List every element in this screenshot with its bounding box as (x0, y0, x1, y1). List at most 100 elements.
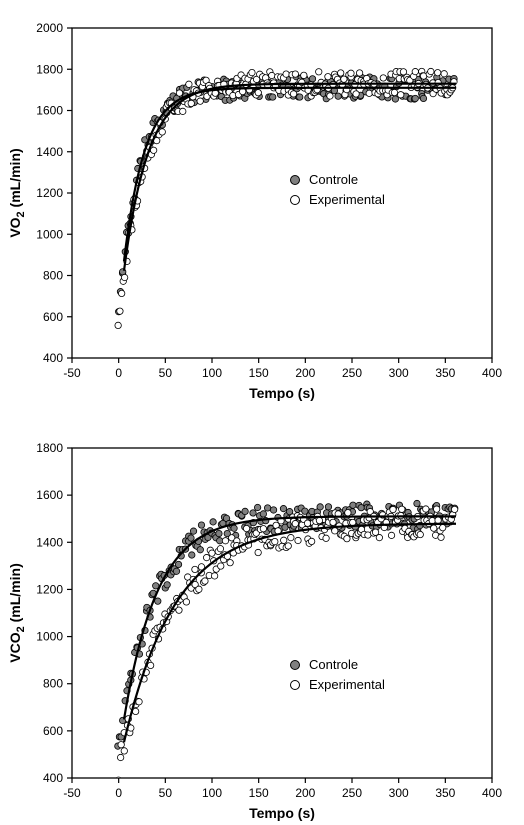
data-point (250, 510, 256, 516)
data-point (164, 582, 170, 588)
data-point (180, 108, 186, 114)
data-point (255, 89, 261, 95)
data-point (260, 511, 266, 517)
data-point (283, 71, 289, 77)
data-point (330, 519, 336, 525)
panel-vo2: -500501001502002503003504004006008001000… (0, 0, 524, 405)
data-point (295, 537, 301, 543)
data-point (155, 598, 161, 604)
x-tick-label: -50 (63, 366, 81, 380)
data-point (117, 754, 123, 760)
y-tick-label: 2000 (36, 21, 63, 35)
data-point (117, 308, 123, 314)
y-tick-label: 600 (43, 310, 63, 324)
data-point (366, 90, 372, 96)
data-point (435, 517, 441, 523)
data-point (356, 70, 362, 76)
data-point (264, 505, 270, 511)
data-point (270, 507, 276, 513)
data-point (316, 69, 322, 75)
data-points-group (115, 68, 457, 328)
data-point (173, 568, 179, 574)
legend-label: Controle (309, 657, 358, 672)
data-point (399, 506, 405, 512)
x-tick-label: 0 (115, 366, 122, 380)
data-point (292, 520, 298, 526)
data-point (218, 563, 224, 569)
data-point (209, 550, 215, 556)
y-tick-label: 400 (43, 771, 63, 785)
data-point (431, 525, 437, 531)
y-tick-label: 1400 (36, 535, 63, 549)
data-point (358, 504, 364, 510)
data-point (420, 95, 426, 101)
data-point (348, 70, 354, 76)
data-point (423, 506, 429, 512)
y-tick-label: 1200 (36, 582, 63, 596)
legend-label: Experimental (309, 677, 385, 692)
fit-curve (124, 524, 456, 742)
data-point (188, 100, 194, 106)
data-point (249, 69, 255, 75)
data-point (412, 95, 418, 101)
data-point (186, 81, 192, 87)
data-point (159, 129, 165, 135)
data-point (242, 508, 248, 514)
data-point (325, 73, 331, 79)
data-point (414, 500, 420, 506)
data-point (398, 92, 404, 98)
data-point (121, 748, 127, 754)
data-point (451, 506, 457, 512)
data-point (190, 528, 196, 534)
plot-frame (72, 448, 492, 778)
data-point (309, 76, 315, 82)
data-point (118, 290, 124, 296)
data-point (183, 599, 189, 605)
legend-marker (291, 196, 300, 205)
data-point (202, 578, 208, 584)
x-axis-label: Tempo (s) (249, 805, 315, 821)
x-tick-label: 350 (435, 786, 455, 800)
data-point (147, 662, 153, 668)
y-tick-label: 800 (43, 269, 63, 283)
data-point (439, 524, 445, 530)
data-point (281, 537, 287, 543)
data-points-group (115, 500, 458, 783)
data-point (297, 94, 303, 100)
data-point (280, 505, 286, 511)
data-point (243, 525, 249, 531)
panel-vco2: -500501001502002503003504004006008001000… (0, 430, 524, 825)
x-tick-label: 200 (295, 786, 315, 800)
chart-panel-vo2: -500501001502002503003504004006008001000… (0, 10, 524, 405)
y-tick-label: 400 (43, 351, 63, 365)
data-point (285, 543, 291, 549)
x-tick-label: 150 (249, 366, 269, 380)
data-point (231, 525, 237, 531)
data-point (176, 607, 182, 613)
figure-root: -500501001502002503003504004006008001000… (0, 0, 524, 825)
y-tick-label: 1800 (36, 62, 63, 76)
data-point (338, 70, 344, 76)
x-tick-label: 300 (389, 786, 409, 800)
x-tick-label: 250 (342, 786, 362, 800)
y-tick-label: 800 (43, 677, 63, 691)
data-point (217, 546, 223, 552)
data-point (210, 519, 216, 525)
legend-label: Controle (309, 172, 358, 187)
data-point (390, 506, 396, 512)
data-point (308, 538, 314, 544)
data-point (121, 274, 127, 280)
data-point (176, 90, 182, 96)
y-tick-label: 1000 (36, 227, 63, 241)
data-point (392, 96, 398, 102)
legend-marker (291, 661, 300, 670)
data-point (227, 559, 233, 565)
data-point (349, 519, 355, 525)
y-tick-label: 1200 (36, 186, 63, 200)
data-point (255, 549, 261, 555)
y-tick-label: 1600 (36, 488, 63, 502)
data-point (327, 93, 333, 99)
data-point (388, 532, 394, 538)
data-point (353, 91, 359, 97)
data-point (345, 510, 351, 516)
